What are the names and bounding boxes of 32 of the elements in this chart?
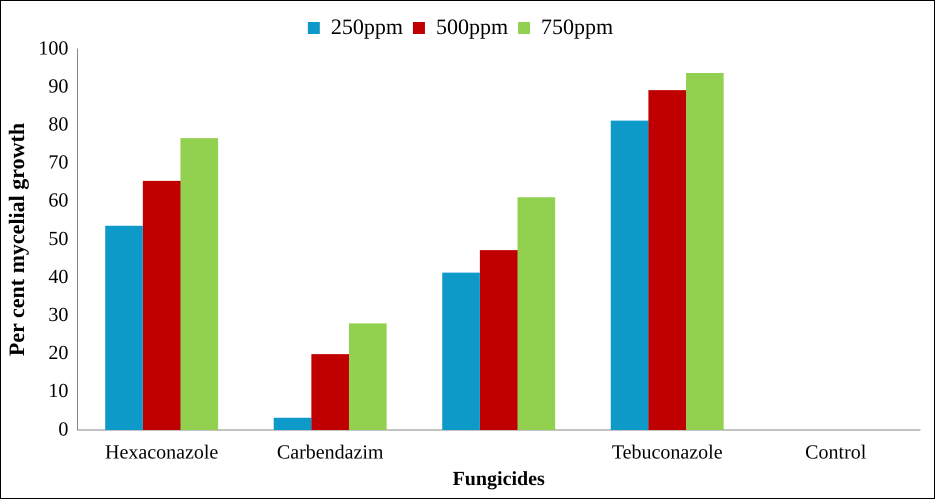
bar (610, 120, 648, 430)
legend-label: 250ppm (330, 14, 403, 39)
y-tick-label: 50 (48, 228, 68, 250)
bar (442, 272, 480, 430)
x-tick-label: Tebuconazole (612, 441, 723, 464)
bar (480, 250, 518, 430)
x-tick-label: Carbendazim (276, 441, 384, 464)
y-tick-label: 70 (48, 152, 68, 174)
bar (180, 138, 218, 430)
x-tick-label: Hexaconazole (105, 441, 218, 464)
y-tick-label: 80 (48, 113, 68, 136)
y-tick-label: 10 (48, 380, 68, 402)
y-tick-label: 0 (58, 418, 68, 440)
bar (518, 197, 556, 430)
y-axis-title: Per cent mycelial growth (4, 122, 29, 356)
y-tick-label: 90 (48, 75, 68, 98)
legend-label: 500ppm (436, 14, 508, 39)
legend-label: 750ppm (541, 14, 614, 39)
x-tick-label: Control (805, 441, 867, 464)
x-axis-title: Fungicides (452, 468, 546, 490)
y-tick-label: 100 (38, 37, 68, 60)
bar (142, 180, 180, 430)
bar (686, 73, 724, 430)
y-tick-label: 40 (48, 266, 68, 288)
bar (274, 418, 312, 430)
bar (105, 226, 143, 430)
bar (349, 323, 387, 430)
bar (648, 90, 686, 430)
y-tick-label: 20 (48, 342, 68, 364)
y-tick-label: 30 (48, 304, 68, 326)
y-tick-label: 60 (48, 190, 68, 212)
bar (311, 354, 349, 430)
